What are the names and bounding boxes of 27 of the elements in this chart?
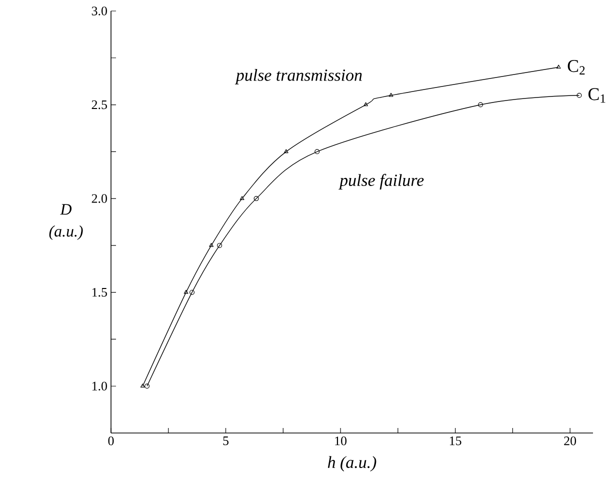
point	[184, 290, 188, 294]
annotation: pulse transmission	[234, 68, 362, 84]
point	[240, 196, 244, 200]
y-tick-label: 2.0	[92, 194, 107, 203]
point	[217, 242, 222, 248]
x-axis-title: h (a.u.)	[328, 456, 376, 472]
point	[478, 102, 484, 108]
point	[190, 290, 195, 295]
y-tick-label: 1.0	[92, 382, 107, 391]
annotation: pulse failure	[338, 174, 424, 190]
x-tick-label: 0	[108, 436, 114, 446]
y-tick-label: 2.5	[92, 100, 107, 110]
x-tick-label: 10	[335, 436, 347, 446]
point	[388, 92, 394, 97]
y-axis-title: D (a.u.)	[49, 204, 83, 240]
point	[209, 242, 214, 247]
point	[254, 196, 259, 202]
point	[364, 102, 368, 106]
series-label: C$_{2}$	[568, 60, 585, 74]
x-tick-label: 15	[450, 436, 462, 446]
x-tick-label: 20	[564, 436, 576, 446]
x-tick-label: 5	[223, 436, 228, 446]
point	[284, 149, 288, 154]
series-label: C$_{1}$	[588, 88, 606, 103]
point	[314, 149, 320, 154]
y-tick-label: 3.0	[92, 6, 107, 16]
y-tick-label: 1.5	[92, 288, 107, 297]
